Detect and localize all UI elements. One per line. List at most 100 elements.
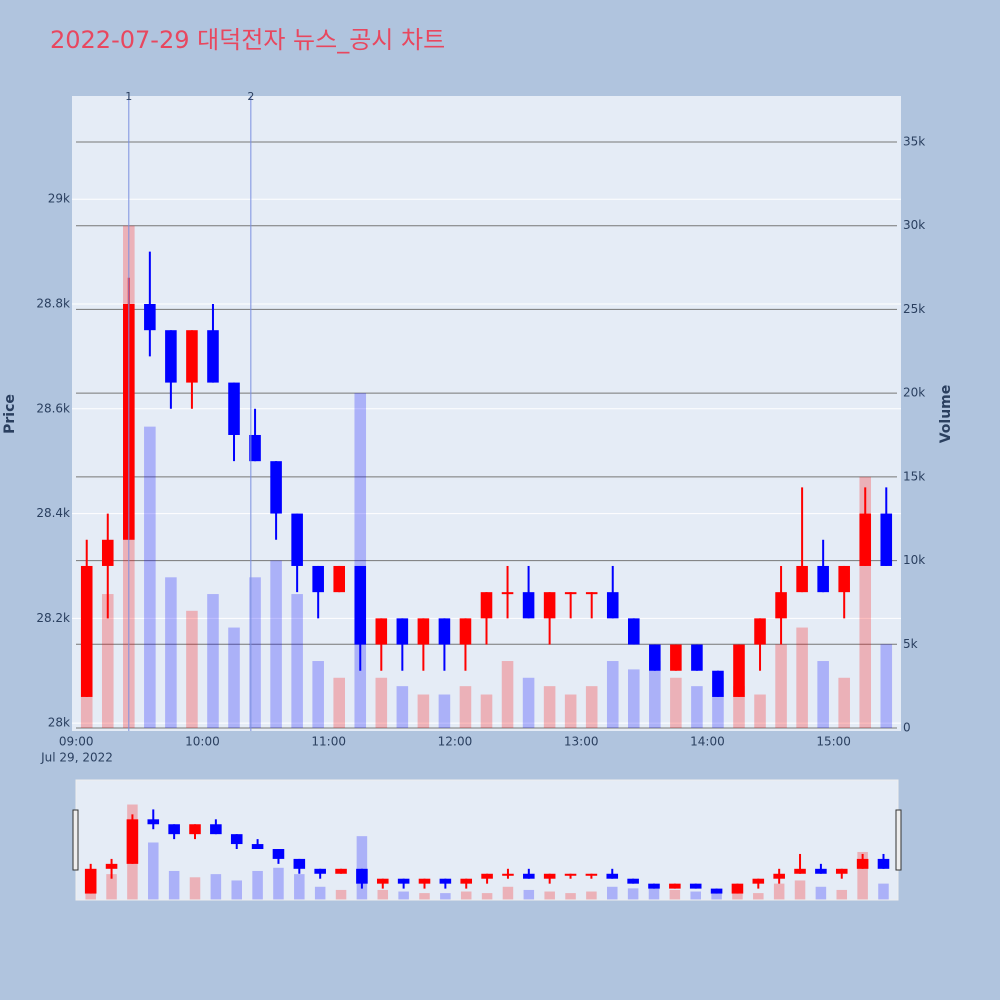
candle-body: [543, 592, 556, 619]
volume-bar: [312, 661, 324, 729]
candle-body: [293, 858, 306, 869]
volume-bar: [669, 889, 681, 900]
candle-body: [543, 873, 556, 879]
volume-bar: [440, 893, 451, 900]
candle-body: [585, 592, 598, 595]
volume-bar: [210, 874, 222, 900]
candle-body: [270, 461, 282, 514]
volume-bar: [649, 661, 661, 729]
y-tick-label: 28.6k: [36, 401, 70, 415]
x-tick-label: 12:00: [438, 735, 473, 749]
y-tick-label: 28.2k: [36, 611, 70, 625]
candle-body: [669, 883, 681, 889]
candle-body: [397, 878, 410, 884]
volume-bar: [690, 891, 701, 900]
candle-body: [335, 868, 347, 874]
candle-body: [314, 868, 326, 874]
volume-bar: [815, 886, 827, 900]
candle-body: [144, 303, 156, 331]
volume-bar: [543, 686, 556, 729]
volume-bar: [501, 661, 514, 729]
candle-body: [186, 330, 198, 383]
volume-bar: [148, 842, 159, 900]
candle-body: [481, 873, 493, 879]
x-tick-label: 10:00: [185, 735, 220, 749]
candle-body: [523, 873, 535, 879]
candle-body: [648, 883, 660, 889]
annotation-label: 1: [125, 90, 132, 103]
y2-tick-label: 10k: [903, 553, 925, 567]
y2-tick-label: 30k: [903, 218, 925, 232]
volume-bar: [712, 677, 724, 729]
x-tick-label: 11:00: [311, 735, 346, 749]
volume-bar: [273, 867, 284, 900]
range-handle[interactable]: [72, 809, 79, 871]
volume-bar: [417, 694, 430, 729]
volume-bar: [294, 874, 305, 900]
volume-bar: [627, 888, 639, 900]
candle-body: [606, 873, 619, 879]
volume-bar: [396, 686, 409, 729]
candle-body: [165, 330, 177, 383]
volume-bar: [859, 476, 872, 729]
volume-bar: [586, 891, 597, 900]
volume-bar: [398, 891, 409, 900]
volume-bar: [459, 686, 472, 729]
candle-body: [291, 513, 303, 566]
candle-body: [731, 883, 744, 894]
candle-body: [147, 819, 160, 825]
candle-body: [880, 513, 893, 566]
candle-body: [606, 592, 619, 619]
volume-bar: [585, 686, 598, 729]
candle-body: [856, 858, 869, 869]
x-tick-label: 14:00: [690, 735, 725, 749]
volume-bar: [249, 577, 261, 729]
candle-body: [773, 873, 785, 879]
y2-tick-label: 20k: [903, 386, 925, 400]
candle-body: [460, 878, 473, 884]
y2-tick-label: 5k: [903, 637, 918, 651]
volume-bar: [252, 870, 263, 900]
candle-body: [522, 592, 535, 619]
y-tick-label: 29k: [48, 192, 70, 206]
candle-body: [272, 849, 285, 859]
candle-body: [312, 565, 324, 593]
candle-body: [691, 644, 703, 671]
volume-bar: [356, 836, 368, 900]
volume-bar: [670, 677, 682, 729]
volume-bar: [270, 560, 282, 729]
candle-body: [649, 644, 661, 671]
candle-body: [794, 868, 806, 874]
candle-body: [354, 565, 367, 645]
volume-bar: [880, 644, 893, 729]
candle-body: [438, 618, 451, 645]
candle-body: [752, 878, 765, 884]
y2-axis-title: Volume: [938, 385, 954, 444]
volume-bar: [711, 889, 722, 900]
candle-body: [376, 878, 389, 884]
candle-body: [627, 618, 640, 645]
candle-body: [627, 878, 639, 884]
volume-bar: [794, 880, 806, 900]
volume-bar: [691, 686, 703, 729]
volume-bar: [878, 883, 889, 900]
candle-body: [712, 670, 724, 697]
volume-bar: [773, 883, 785, 900]
volume-bar: [335, 889, 347, 900]
y2-tick-label: 0: [903, 721, 911, 735]
volume-bar: [106, 874, 117, 900]
volume-bar: [207, 594, 219, 729]
candle-body: [480, 592, 493, 619]
volume-bar: [733, 686, 745, 729]
range-handle[interactable]: [895, 809, 902, 871]
volume-bar: [101, 594, 114, 729]
volume-bar: [502, 886, 514, 900]
volume-bar: [460, 891, 472, 900]
candle-body: [754, 618, 766, 645]
candle-body: [375, 618, 388, 645]
candle-body: [207, 330, 219, 383]
candle-body: [838, 565, 850, 593]
candle-body: [189, 824, 201, 835]
volume-bar: [796, 627, 808, 729]
candle-body: [796, 565, 808, 593]
